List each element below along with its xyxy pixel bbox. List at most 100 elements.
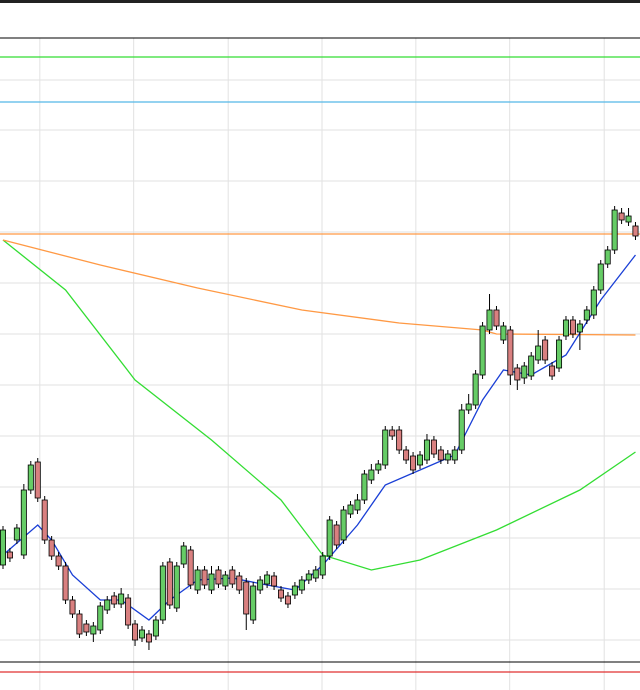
candle-body <box>625 215 632 223</box>
candle-body <box>312 569 319 579</box>
candle-body <box>465 403 472 411</box>
candle-body <box>597 263 604 291</box>
candles <box>0 206 639 650</box>
candle-body <box>208 573 215 591</box>
candle-body <box>132 623 139 641</box>
candle-body <box>368 469 375 481</box>
candle-body <box>201 569 208 586</box>
candle-body <box>507 329 514 376</box>
candle-body <box>590 289 597 316</box>
top-bar <box>0 0 640 3</box>
candle-body <box>97 605 104 631</box>
candle-body <box>562 319 569 337</box>
candle-body <box>180 545 187 565</box>
candle-body <box>632 225 639 237</box>
candle-body <box>430 439 437 455</box>
candle-body <box>20 489 27 556</box>
candle-body <box>583 309 590 321</box>
candle-body <box>479 325 486 376</box>
candle-body <box>340 509 347 541</box>
candle-body <box>618 212 625 221</box>
candle-body <box>6 551 13 559</box>
candle-body <box>611 209 618 251</box>
candle-body <box>152 619 159 637</box>
candle-body <box>138 629 145 639</box>
candle-body <box>145 633 152 643</box>
candle-body <box>104 599 111 611</box>
candle-body <box>159 565 166 621</box>
candle-body <box>83 623 90 633</box>
candle-body <box>250 585 257 621</box>
candle-body <box>111 595 118 605</box>
candle-body <box>118 593 125 605</box>
candle-body <box>319 555 326 576</box>
candle-body <box>284 595 291 605</box>
ma-line <box>2 254 636 621</box>
candle-body <box>347 504 354 515</box>
candle-body <box>62 565 69 601</box>
candle-body <box>271 575 278 587</box>
candle-body <box>410 455 417 471</box>
candle-body <box>493 309 500 327</box>
candle-body <box>542 339 549 361</box>
levels <box>0 56 640 673</box>
candle-body <box>458 409 465 451</box>
candle-body <box>55 555 62 567</box>
ma-line <box>2 239 636 571</box>
candle-body <box>173 565 180 609</box>
candle-body <box>125 597 132 626</box>
candle-body <box>472 373 479 406</box>
candle-body <box>444 453 451 461</box>
candle-body <box>382 429 389 466</box>
candle-body <box>417 454 424 466</box>
grid <box>0 38 640 690</box>
candle-body <box>333 524 340 546</box>
candle-body <box>257 579 264 591</box>
candle-body <box>229 569 236 585</box>
candle-body <box>486 309 493 331</box>
candle-body <box>236 575 243 591</box>
candle-body <box>0 529 6 566</box>
candle-body <box>361 473 368 501</box>
candle-body <box>41 499 48 541</box>
candle-body <box>514 367 521 381</box>
candle-body <box>264 574 271 585</box>
candle-body <box>27 464 34 491</box>
candle-body <box>166 561 173 606</box>
candle-body <box>298 579 305 591</box>
candle-body <box>243 581 250 615</box>
candle-body <box>521 365 528 379</box>
candle-body <box>90 625 97 635</box>
candle-body <box>278 589 285 599</box>
candle-body <box>528 355 535 377</box>
candle-body <box>604 249 611 265</box>
candle-body <box>500 325 507 341</box>
candle-body <box>48 539 55 557</box>
candle-body <box>354 499 361 511</box>
candle-body <box>549 365 556 377</box>
candle-body <box>291 585 298 596</box>
moving-averages <box>2 239 636 621</box>
candle-body <box>187 549 194 586</box>
candle-body <box>389 429 396 437</box>
candle-body <box>34 461 41 499</box>
candle-body <box>222 574 229 587</box>
candle-body <box>13 527 20 541</box>
ma-line <box>2 239 636 336</box>
candle-body <box>576 323 583 333</box>
candle-body <box>437 449 444 461</box>
candle-body <box>556 339 563 369</box>
candle-body <box>305 573 312 581</box>
candle-body <box>423 439 430 461</box>
candle-body <box>69 599 76 615</box>
candle-body <box>375 463 382 471</box>
candle-body <box>403 449 410 461</box>
candle-body <box>451 449 458 461</box>
candle-body <box>535 345 542 361</box>
candle-body <box>76 613 83 635</box>
candle-body <box>326 519 333 557</box>
candle-body <box>396 429 403 451</box>
candle-body <box>569 319 576 335</box>
